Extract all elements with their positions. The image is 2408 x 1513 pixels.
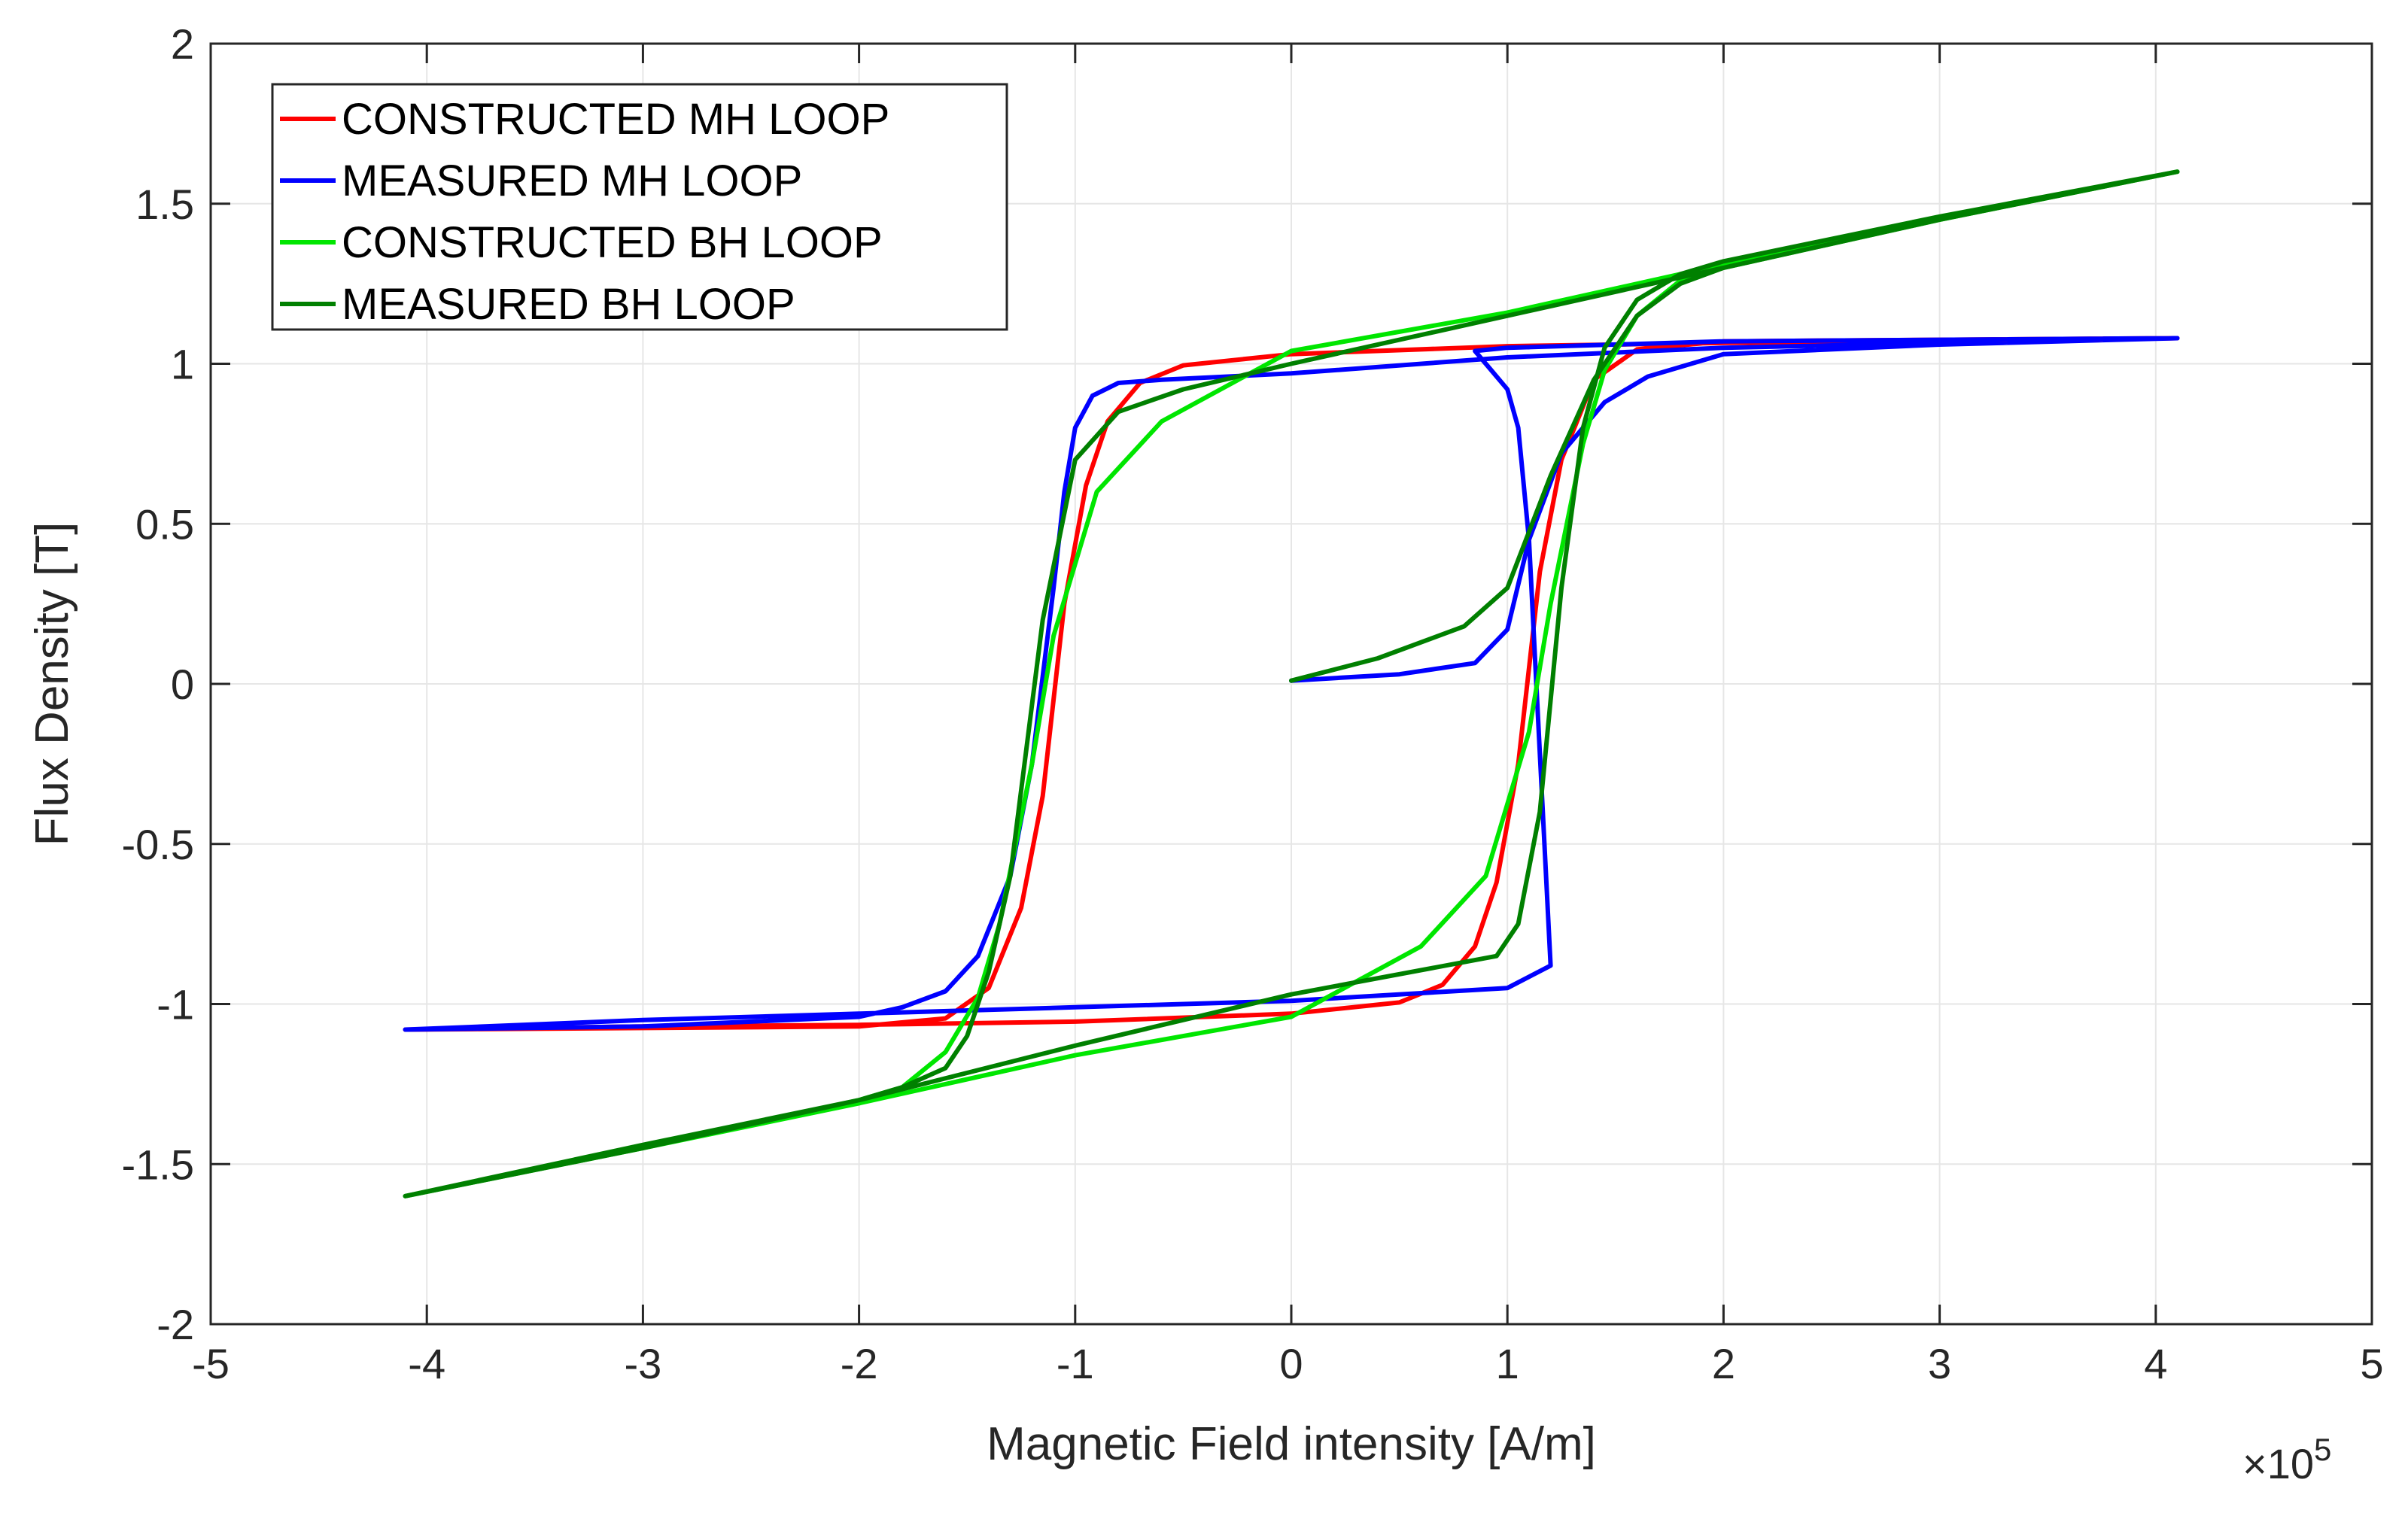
legend-label: CONSTRUCTED MH LOOP <box>342 95 889 144</box>
y-tick-label: -1 <box>157 981 194 1028</box>
y-tick-label: -1.5 <box>122 1141 195 1188</box>
x-tick-label: -2 <box>841 1340 878 1387</box>
x-tick-label: -1 <box>1057 1340 1094 1387</box>
legend-label: CONSTRUCTED BH LOOP <box>342 218 883 267</box>
y-tick-label: 1 <box>171 341 194 388</box>
y-tick-label: -0.5 <box>122 821 195 868</box>
x-tick-label: 2 <box>1712 1340 1735 1387</box>
x-tick-label: 3 <box>1928 1340 1951 1387</box>
legend: CONSTRUCTED MH LOOP MEASURED MH LOOP CONST… <box>271 83 1008 331</box>
legend-label: MEASURED BH LOOP <box>342 280 795 329</box>
x-tick-label: -4 <box>408 1340 445 1387</box>
axis-ticks: -5 -4 -3 -2 -1 0 1 2 3 4 5 -2 -1.5 -1 -0.5 0 0.5 1 1.5 2 <box>122 20 2384 1387</box>
y-tick-label: -2 <box>157 1301 194 1348</box>
x-axis-multiplier-exponent: 5 <box>2314 1432 2331 1467</box>
x-tick-label: 1 <box>1496 1340 1519 1387</box>
y-tick-label: 1.5 <box>135 181 194 228</box>
x-axis-multiplier: ×105 <box>2242 1432 2331 1487</box>
x-tick-label: 5 <box>2360 1340 2383 1387</box>
y-axis-title: Flux Density [T] <box>26 522 78 846</box>
x-tick-label: 4 <box>2144 1340 2167 1387</box>
y-tick-label: 2 <box>171 20 194 68</box>
series-line-measured-mh-loop <box>403 336 2180 1032</box>
y-tick-label: 0.5 <box>135 500 194 548</box>
y-tick-label: 0 <box>171 661 194 708</box>
x-tick-label: -5 <box>192 1340 230 1387</box>
x-axis-title: Magnetic Field intensity [A/m] <box>987 1418 1596 1470</box>
legend-box <box>271 83 1008 331</box>
x-axis-multiplier-base: ×10 <box>2242 1440 2314 1487</box>
legend-label: MEASURED MH LOOP <box>342 156 802 205</box>
series-layer <box>403 169 2180 1199</box>
series-line-measured-bh-loop <box>403 169 2180 1199</box>
x-tick-label: -3 <box>625 1340 662 1387</box>
x-tick-label: 0 <box>1279 1340 1303 1387</box>
